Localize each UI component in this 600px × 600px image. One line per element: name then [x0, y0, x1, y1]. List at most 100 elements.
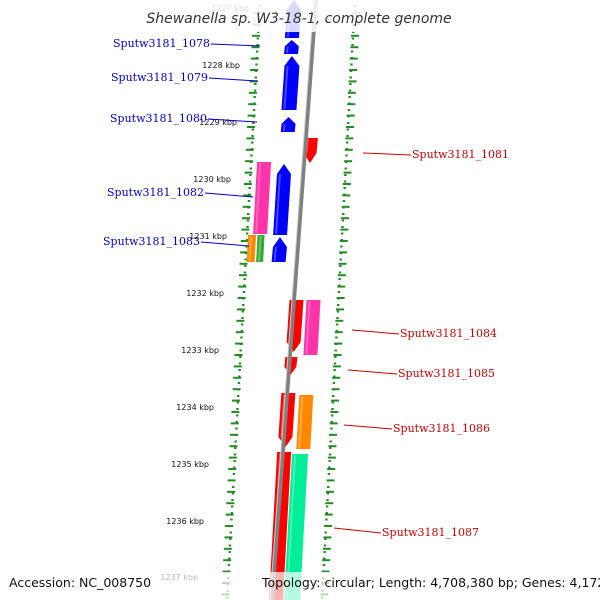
inner-ring-tick — [344, 148, 353, 151]
outer-ring-dot — [235, 414, 239, 417]
outer-ring-dot — [244, 258, 247, 261]
inner-ring-dot — [334, 349, 337, 352]
inner-ring-dot — [347, 109, 351, 111]
outer-ring-dot — [240, 323, 244, 326]
inner-ring-dot — [339, 265, 342, 267]
inner-ring-dot — [328, 460, 331, 462]
outer-ring-dot — [243, 271, 247, 274]
outer-ring-dot — [248, 180, 252, 183]
outer-ring-dot — [249, 174, 252, 176]
gene-highlight — [255, 163, 262, 233]
outer-ring-tick — [249, 80, 258, 83]
outer-ring-tick — [250, 69, 259, 71]
outer-ring-tick — [231, 411, 240, 413]
inner-ring-dot — [343, 187, 346, 189]
outer-ring-tick — [228, 456, 237, 459]
gene-highlight — [248, 236, 253, 261]
inner-ring-dot — [346, 128, 350, 131]
gene-label-reverse: Sputw3181_1081 — [412, 148, 509, 161]
inner-ring-tick — [349, 57, 358, 60]
gene-highlight — [286, 455, 297, 599]
outer-ring-dot — [239, 356, 242, 358]
outer-ring-dot — [230, 518, 233, 521]
scale-label: 1230 kbp — [193, 175, 231, 184]
scale-label: 1233 kbp — [181, 346, 219, 355]
scale-label: 1229 kbp — [199, 118, 237, 127]
inner-ring-tick — [338, 262, 347, 265]
inner-ring-dot — [329, 440, 332, 443]
outer-ring-dot — [242, 291, 246, 293]
inner-ring-dot — [343, 180, 347, 183]
outer-ring-dot — [231, 499, 234, 501]
inner-ring-dot — [340, 232, 344, 235]
outer-ring-tick — [229, 445, 238, 448]
inner-ring-dot — [325, 518, 328, 521]
outer-ring-dot — [238, 375, 241, 378]
outer-ring-dot — [233, 466, 236, 469]
gene-leader-line — [362, 152, 412, 156]
outer-ring-dot — [245, 245, 248, 248]
topology-label: Topology: circular; Length: 4,708,380 bp… — [261, 575, 600, 590]
outer-ring-dot — [246, 219, 250, 222]
inner-ring-tick — [330, 399, 339, 402]
inner-ring-dot — [332, 382, 336, 384]
outer-ring-tick — [240, 240, 249, 242]
inner-ring-dot — [328, 466, 331, 469]
outer-ring-dot — [248, 187, 251, 189]
outer-ring-dot — [254, 76, 257, 79]
gene-highlight — [258, 236, 262, 261]
inner-ring-dot — [329, 447, 332, 449]
gene-leader-line — [351, 329, 400, 335]
outer-ring-dot — [234, 447, 237, 449]
scale-label: 1235 kbp — [171, 460, 209, 469]
inner-ring-tick — [346, 126, 355, 128]
inner-ring-tick — [324, 525, 333, 527]
gene-arrow — [246, 235, 257, 262]
gene-arrow — [284, 40, 299, 54]
outer-ring-dot — [229, 538, 232, 540]
outer-ring-tick — [231, 399, 240, 402]
inner-ring-tick — [326, 479, 335, 482]
outer-ring-tick — [243, 194, 252, 197]
inner-ring-tick — [340, 228, 349, 231]
inner-ring-dot — [326, 492, 330, 495]
gene-highlight — [275, 174, 281, 234]
scale-label: 1231 kbp — [189, 232, 227, 241]
inner-ring-dot — [331, 401, 335, 404]
outer-ring-dot — [240, 330, 243, 332]
outer-ring-dot — [252, 109, 256, 111]
outer-ring-dot — [235, 421, 238, 423]
outer-ring-dot — [234, 440, 237, 443]
outer-ring-tick — [248, 91, 257, 94]
gene-arrow — [271, 237, 287, 262]
gene-label-forward: Sputw3181_1083 — [103, 235, 200, 248]
outer-ring-dot — [247, 200, 251, 202]
outer-ring-dot — [250, 141, 254, 144]
inner-ring-tick — [337, 274, 346, 277]
inner-ring-dot — [347, 122, 350, 124]
outer-ring-dot — [240, 336, 243, 339]
outer-ring-dot — [238, 362, 242, 365]
scale-label: 1236 kbp — [166, 517, 204, 526]
inner-ring-dot — [335, 336, 338, 339]
outer-ring-tick — [224, 536, 233, 539]
gene-leader-line — [333, 527, 382, 534]
inner-ring-tick — [343, 171, 352, 174]
inner-ring-tick — [348, 80, 357, 83]
inner-ring-tick — [335, 319, 344, 322]
inner-ring-dot — [336, 317, 339, 319]
backbone-line — [270, 0, 318, 600]
outer-ring-dot — [254, 83, 257, 85]
outer-ring-dot — [252, 122, 255, 124]
outer-ring-dot — [232, 473, 236, 475]
outer-ring-tick — [242, 205, 251, 208]
inner-ring-dot — [337, 304, 340, 306]
inner-ring-dot — [346, 135, 349, 137]
inner-ring-tick — [340, 217, 349, 220]
outer-ring-tick — [240, 251, 249, 254]
inner-ring-tick — [335, 308, 344, 311]
gene-leader-line — [210, 43, 261, 47]
inner-ring-dot — [330, 427, 333, 430]
inner-ring-tick — [346, 114, 355, 117]
